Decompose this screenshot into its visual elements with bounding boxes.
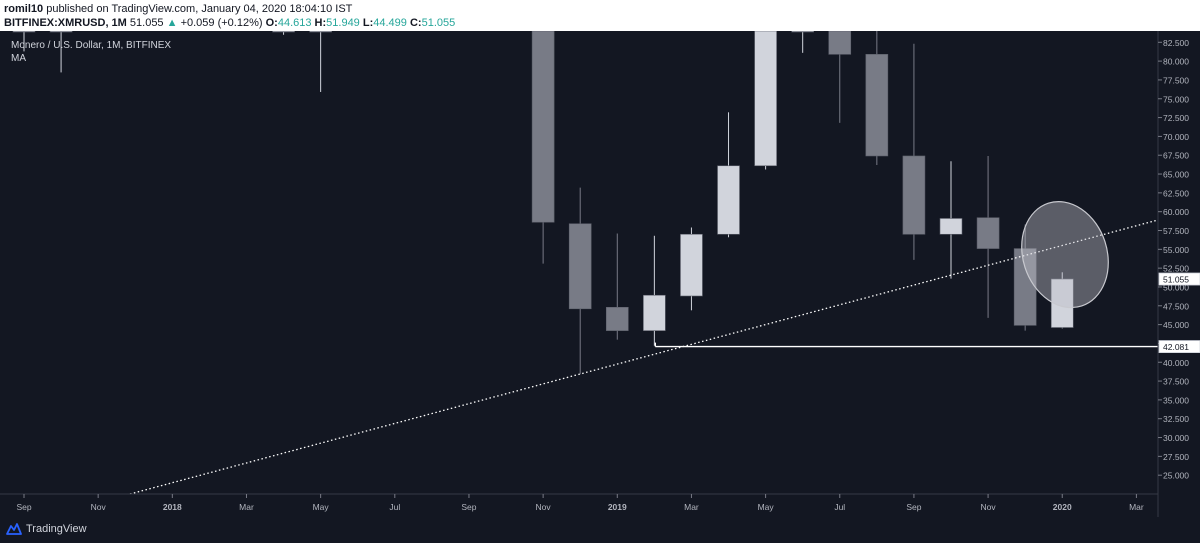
price-tick-label: 35.000 bbox=[1163, 395, 1189, 405]
price-tick-label: 37.500 bbox=[1163, 377, 1189, 387]
open-label: O: bbox=[265, 17, 278, 29]
price-tick-label: 72.500 bbox=[1163, 113, 1189, 123]
price-tick-label: 82.500 bbox=[1163, 38, 1189, 48]
last-price-label-box bbox=[1158, 272, 1200, 286]
price-tick-label: 47.500 bbox=[1163, 301, 1189, 311]
price-tick-label: 75.000 bbox=[1163, 94, 1189, 104]
price-change: +0.059 (+0.12%) bbox=[180, 17, 263, 29]
publisher-line: romil10 published on TradingView.com, Ja… bbox=[4, 3, 352, 15]
time-tick-label: Sep bbox=[16, 502, 31, 512]
candle-body[interactable] bbox=[49, 31, 73, 33]
candle-body[interactable] bbox=[1013, 248, 1037, 326]
candle-body[interactable] bbox=[1050, 278, 1074, 328]
ma-indicator-label[interactable]: MA bbox=[11, 53, 26, 64]
price-tick-label: 27.500 bbox=[1163, 452, 1189, 462]
time-tick-label: Nov bbox=[981, 502, 997, 512]
tradingview-brand: TradingView bbox=[26, 523, 87, 535]
price-tick-label: 25.000 bbox=[1163, 471, 1189, 481]
candle-body[interactable] bbox=[309, 31, 332, 33]
candle-body[interactable] bbox=[568, 223, 592, 310]
support-price-label-box bbox=[1158, 340, 1200, 353]
price-tick-label: 62.500 bbox=[1163, 188, 1189, 198]
trendline[interactable] bbox=[129, 219, 1159, 495]
candle-body[interactable] bbox=[939, 218, 963, 235]
low-value: 44.499 bbox=[373, 17, 407, 29]
candle-body[interactable] bbox=[605, 306, 629, 331]
time-tick-label: May bbox=[758, 502, 775, 512]
time-tick-label: 2020 bbox=[1053, 502, 1072, 512]
price-tick-label: 40.000 bbox=[1163, 358, 1189, 368]
time-tick-label: Jul bbox=[389, 502, 400, 512]
price-tick-label: 70.000 bbox=[1163, 132, 1189, 142]
high-value: 51.949 bbox=[326, 17, 360, 29]
price-tick-label: 77.500 bbox=[1163, 75, 1189, 85]
tradingview-logo-icon bbox=[6, 523, 22, 535]
last-price-label: 51.055 bbox=[1163, 275, 1189, 285]
candle-body[interactable] bbox=[865, 54, 889, 157]
price-tick-label: 65.000 bbox=[1163, 170, 1189, 180]
time-tick-label: Mar bbox=[684, 502, 699, 512]
candle-body[interactable] bbox=[828, 31, 852, 55]
candle-body[interactable] bbox=[717, 165, 740, 235]
time-tick-label: 2019 bbox=[608, 502, 627, 512]
candle-body[interactable] bbox=[754, 31, 777, 167]
price-tick-label: 45.000 bbox=[1163, 320, 1189, 330]
candlestick-chart[interactable]: 82.500 80.000 77.500 75.000 72.500 70.000 67.5… bbox=[0, 31, 1200, 517]
time-tick-label: Jul bbox=[834, 502, 845, 512]
close-label: C: bbox=[409, 17, 422, 29]
price-tick-label: 67.500 bbox=[1163, 151, 1189, 161]
candle-body[interactable] bbox=[272, 31, 295, 33]
candle-body[interactable] bbox=[791, 31, 814, 33]
time-tick-label: Nov bbox=[536, 502, 552, 512]
candle-body[interactable] bbox=[680, 233, 703, 297]
time-tick-label: Nov bbox=[91, 502, 107, 512]
time-tick-label: May bbox=[313, 502, 330, 512]
time-tick-label: Sep bbox=[461, 502, 476, 512]
time-tick-label: Mar bbox=[1129, 502, 1144, 512]
price-tick-label: 50.000 bbox=[1163, 282, 1189, 292]
current-price: 51.055 bbox=[129, 17, 164, 29]
price-tick-label: 80.000 bbox=[1163, 57, 1189, 67]
price-tick-label: 57.500 bbox=[1163, 226, 1189, 236]
price-tick-label: 60.000 bbox=[1163, 207, 1189, 217]
tradingview-logo[interactable]: TradingView bbox=[6, 523, 87, 535]
close-value: 51.055 bbox=[421, 17, 456, 29]
symbol-info-bar: BITFINEX:XMRUSD, 1M 51.055 ▲ +0.059 (+0.… bbox=[4, 17, 455, 29]
candle-body[interactable] bbox=[531, 31, 555, 223]
low-label: L: bbox=[362, 17, 374, 29]
chart-area[interactable] bbox=[0, 31, 1200, 517]
footer-bar bbox=[0, 517, 1200, 543]
price-tick-label: 52.500 bbox=[1163, 264, 1189, 274]
author-name[interactable]: romil10 bbox=[4, 3, 44, 15]
published-text: published on TradingView.com, January 04… bbox=[46, 3, 353, 15]
price-tick-label: 30.000 bbox=[1163, 433, 1189, 443]
price-tick-label: 32.500 bbox=[1163, 414, 1189, 424]
symbol-label: BITFINEX:XMRUSD, 1M bbox=[4, 17, 127, 29]
time-tick-label: Sep bbox=[906, 502, 921, 512]
open-value: 44.613 bbox=[277, 17, 312, 29]
time-tick-label: Mar bbox=[239, 502, 254, 512]
chart-legend-title: Monero / U.S. Dollar, 1M, BITFINEX bbox=[11, 40, 172, 51]
price-tick-label: 55.000 bbox=[1163, 245, 1189, 255]
up-arrow-icon: ▲ bbox=[166, 17, 178, 29]
high-label: H: bbox=[314, 17, 327, 29]
support-price-label: 42.081 bbox=[1163, 342, 1189, 352]
candle-body[interactable] bbox=[902, 155, 926, 235]
candle-body[interactable] bbox=[12, 31, 36, 33]
time-tick-label: 2018 bbox=[163, 502, 182, 512]
candle-body[interactable] bbox=[976, 217, 1000, 249]
highlight-ellipse[interactable] bbox=[1008, 190, 1121, 319]
candle-body[interactable] bbox=[643, 294, 666, 331]
